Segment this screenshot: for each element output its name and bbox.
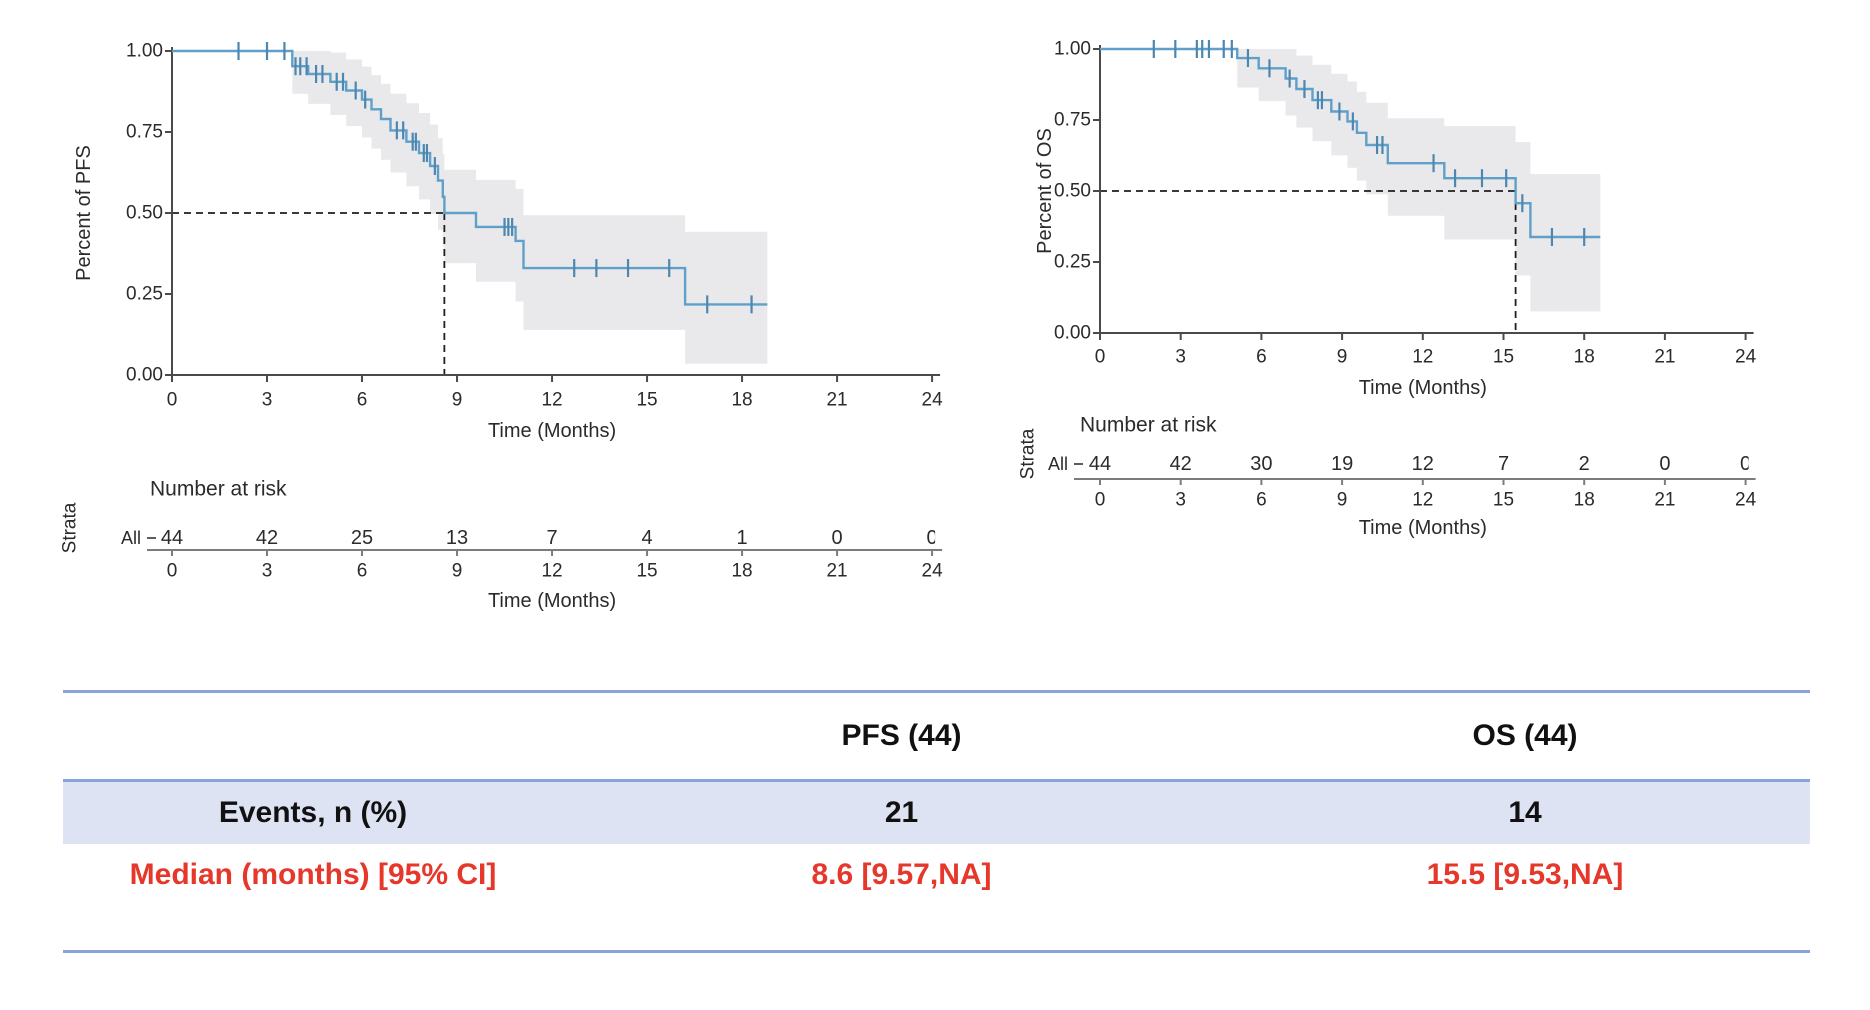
risk-axis-tick-label: 9 xyxy=(1337,490,1348,511)
os-survival-curve xyxy=(1100,47,1601,239)
os-strata-group-label: All xyxy=(1048,454,1068,474)
x-tick-label: 15 xyxy=(1493,347,1514,368)
x-tick-label: 0 xyxy=(167,390,178,411)
x-tick-label: 0 xyxy=(1095,347,1106,368)
y-tick-label: 0.25 xyxy=(126,284,163,305)
pfs-median-dashed-line xyxy=(172,212,446,375)
risk-count: 19 xyxy=(1331,453,1353,475)
risk-axis-tick-label: 6 xyxy=(1256,490,1267,511)
events-row: Events, n (%) 21 14 xyxy=(63,782,1810,844)
x-tick-label: 24 xyxy=(1735,347,1757,368)
os-median-dashed-line xyxy=(1100,190,1517,333)
risk-axis-tick-label: 0 xyxy=(1095,490,1106,511)
median-row-label: Median (months) [95% CI] xyxy=(129,858,497,891)
x-tick-label: 3 xyxy=(1175,347,1186,368)
risk-axis-tick-label: 9 xyxy=(452,561,463,582)
x-tick-label: 18 xyxy=(1574,347,1595,368)
risk-axis-tick-label: 18 xyxy=(731,561,752,582)
y-tick-label: 0.50 xyxy=(1054,181,1091,202)
risk-count-crop xyxy=(935,525,952,551)
x-tick-label: 21 xyxy=(1654,347,1675,368)
x-tick-label: 12 xyxy=(541,390,562,411)
y-tick-label: 0.25 xyxy=(1054,252,1091,273)
risk-axis-tick-label: 24 xyxy=(1735,490,1757,511)
x-tick-label: 12 xyxy=(1412,347,1433,368)
risk-count: 42 xyxy=(1170,453,1192,475)
risk-count: 44 xyxy=(1089,453,1111,475)
risk-count: 0 xyxy=(1659,453,1670,475)
risk-count: 13 xyxy=(446,527,468,549)
x-tick-label: 24 xyxy=(922,390,944,411)
x-tick-label: 3 xyxy=(262,390,273,411)
risk-axis-tick-label: 3 xyxy=(1175,490,1186,511)
summary-header-os: OS (44) xyxy=(1472,719,1578,752)
x-tick-label: 18 xyxy=(731,390,752,411)
y-tick-label: 0.00 xyxy=(1054,323,1091,344)
pfs-y-axis-title: Percent of PFS xyxy=(73,145,95,281)
risk-axis-tick-label: 24 xyxy=(922,561,944,582)
x-tick-label: 9 xyxy=(1337,347,1348,368)
risk-axis-tick-label: 3 xyxy=(262,561,273,582)
risk-count: 2 xyxy=(1579,453,1590,475)
pfs-risk-x-axis-title: Time (Months) xyxy=(488,590,616,612)
pfs-strata-axis-label: Strata xyxy=(60,502,81,553)
risk-count: 12 xyxy=(1412,453,1434,475)
os-strata-axis-label: Strata xyxy=(1018,428,1039,479)
summary-header-row: PFS (44) OS (44) xyxy=(63,693,1810,782)
risk-count: 25 xyxy=(351,527,373,549)
os-x-axis-title: Time (Months) xyxy=(1359,377,1487,399)
x-tick-label: 21 xyxy=(826,390,847,411)
y-tick-label: 1.00 xyxy=(1054,39,1091,60)
pfs-strata-group-label: All xyxy=(121,528,141,548)
x-tick-label: 6 xyxy=(1256,347,1267,368)
risk-axis-tick-label: 12 xyxy=(1412,490,1433,511)
risk-axis-tick-label: 18 xyxy=(1574,490,1595,511)
os-risk-table-title: Number at risk xyxy=(1080,414,1217,437)
risk-count: 0 xyxy=(1740,453,1751,475)
os-risk-x-axis-title: Time (Months) xyxy=(1359,517,1487,539)
risk-axis-tick-label: 15 xyxy=(1493,490,1514,511)
pfs-confidence-band xyxy=(292,51,768,364)
median-os-value: 15.5 [9.53,NA] xyxy=(1426,858,1624,891)
risk-axis-tick-label: 15 xyxy=(636,561,657,582)
pfs-x-axis-title: Time (Months) xyxy=(488,420,616,442)
risk-axis-tick-label: 21 xyxy=(826,561,847,582)
risk-axis-tick-label: 6 xyxy=(357,561,368,582)
risk-count-crop xyxy=(1748,451,1765,477)
events-row-label: Events, n (%) xyxy=(218,796,408,829)
median-pfs-value: 8.6 [9.57,NA] xyxy=(811,858,992,891)
risk-count: 30 xyxy=(1250,453,1272,475)
events-os-value: 14 xyxy=(1508,796,1542,829)
y-tick-label: 0.50 xyxy=(126,203,163,224)
pfs-risk-table-title: Number at risk xyxy=(150,478,287,501)
y-tick-label: 0.75 xyxy=(126,122,163,143)
y-tick-label: 0.75 xyxy=(1054,110,1091,131)
risk-count: 7 xyxy=(546,527,557,549)
os-y-axis-title: Percent of OS xyxy=(1034,128,1056,254)
risk-count: 42 xyxy=(256,527,278,549)
x-tick-label: 9 xyxy=(452,390,463,411)
risk-count: 44 xyxy=(161,527,183,549)
os-confidence-band xyxy=(1237,49,1601,312)
summary-header-pfs: PFS (44) xyxy=(841,719,962,752)
risk-count: 0 xyxy=(927,527,938,549)
risk-count: 4 xyxy=(641,527,652,549)
events-pfs-value: 21 xyxy=(884,796,919,829)
summary-table: PFS (44) OS (44) Events, n (%) 21 14 Med… xyxy=(63,690,1810,953)
risk-axis-tick-label: 21 xyxy=(1654,490,1675,511)
risk-count: 0 xyxy=(832,527,843,549)
x-tick-label: 15 xyxy=(636,390,657,411)
risk-axis-tick-label: 0 xyxy=(167,561,178,582)
risk-count: 7 xyxy=(1498,453,1509,475)
median-row: Median (months) [95% CI] 8.6 [9.57,NA] 1… xyxy=(63,844,1810,950)
risk-axis-tick-label: 12 xyxy=(541,561,562,582)
x-tick-label: 6 xyxy=(357,390,368,411)
y-tick-label: 1.00 xyxy=(126,41,163,62)
risk-count: 1 xyxy=(736,527,747,549)
y-tick-label: 0.00 xyxy=(126,365,163,386)
